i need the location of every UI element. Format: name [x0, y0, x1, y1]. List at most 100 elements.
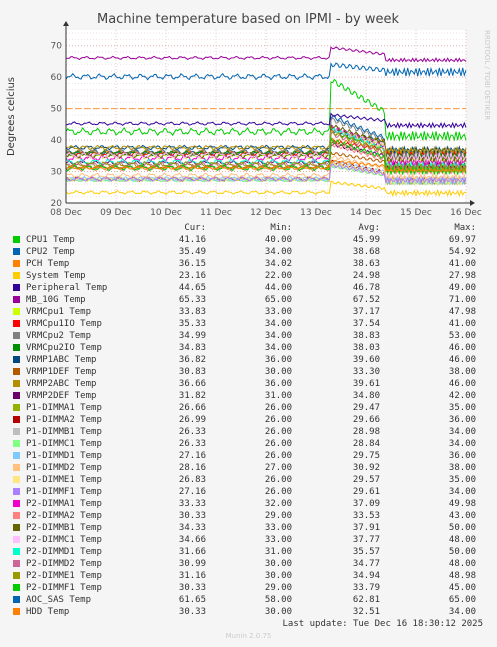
x-tick-label: 16 Dec	[450, 208, 482, 215]
legend-cur-value: 31.82	[178, 391, 206, 401]
legend-avg-value: 38.68	[352, 247, 380, 257]
legend-min-value: 26.00	[264, 451, 292, 461]
legend-min-value: 36.00	[264, 355, 292, 365]
legend-swatch	[13, 548, 20, 555]
legend-swatch	[13, 512, 20, 519]
legend-avg-value: 37.54	[352, 319, 380, 329]
legend-swatch	[13, 596, 20, 603]
legend-avg-value: 29.57	[352, 475, 380, 485]
legend-cur-value: 61.65	[178, 595, 206, 605]
legend-row: VRMP1DEF Temp 30.83 30.00 33.30 38.00	[0, 366, 497, 378]
legend-swatch	[13, 536, 20, 543]
y-tick-label: 50	[51, 105, 63, 115]
legend-swatch	[13, 272, 20, 279]
legend-series-name: P2-DIMMC1 Temp	[26, 535, 102, 545]
x-tick-label: 11 Dec	[200, 208, 232, 215]
col-min-header: Min:	[270, 223, 292, 233]
x-tick-label: 14 Dec	[350, 208, 382, 215]
legend-swatch	[13, 344, 20, 351]
x-axis-arrow	[470, 200, 475, 206]
legend-series-name: VRMP1DEF Temp	[26, 367, 97, 377]
legend-swatch	[13, 524, 20, 531]
legend-row: P2-DIMMD1 Temp 31.66 31.00 35.57 50.00	[0, 546, 497, 558]
legend-avg-value: 37.17	[352, 307, 380, 317]
legend-cur-value: 34.33	[178, 523, 206, 533]
legend-series-name: P2-DIMMF1 Temp	[26, 583, 102, 593]
legend-min-value: 30.00	[264, 559, 292, 569]
legend-swatch	[13, 452, 20, 459]
legend-row: P2-DIMMA2 Temp 30.33 29.00 33.53 43.00	[0, 510, 497, 522]
series-line-29	[65, 136, 467, 176]
legend-row: MB_10G Temp 65.33 65.00 67.52 71.00	[0, 294, 497, 306]
legend-swatch	[13, 308, 20, 315]
legend-series-name: CPU2 Temp	[26, 247, 75, 257]
legend-max-value: 36.00	[448, 415, 476, 425]
legend-row: P2-DIMMA1 Temp 33.33 32.00 37.09 49.98	[0, 498, 497, 510]
legend-avg-value: 45.99	[352, 235, 380, 245]
legend-series-name: MB_10G Temp	[26, 295, 86, 305]
legend-max-value: 34.00	[448, 607, 476, 617]
legend-max-value: 46.00	[448, 379, 476, 389]
legend-row: P1-DIMMA2 Temp 26.99 26.00 29.66 36.00	[0, 414, 497, 426]
legend-series-name: P1-DIMMA2 Temp	[26, 415, 102, 425]
legend-row: VRMCpu2IO Temp 34.83 34.00 38.03 46.00	[0, 342, 497, 354]
legend-cur-value: 30.33	[178, 607, 206, 617]
legend-max-value: 69.97	[448, 235, 476, 245]
legend-row: P2-DIMMF1 Temp 30.33 29.00 33.79 45.00	[0, 582, 497, 594]
legend-avg-value: 33.53	[352, 511, 380, 521]
legend-min-value: 34.02	[264, 259, 292, 269]
col-max-header: Max:	[454, 223, 476, 233]
legend-swatch	[13, 320, 20, 327]
legend-cur-value: 30.99	[178, 559, 206, 569]
legend-swatch	[13, 296, 20, 303]
legend-table: CPU1 Temp 41.16 40.00 45.99 69.97 CPU2 Temp 35…	[0, 234, 497, 618]
legend-row: PCH Temp 36.15 34.02 38.63 41.00	[0, 258, 497, 270]
legend-swatch	[13, 476, 20, 483]
chart-title: Machine temperature based on IPMI - by w…	[97, 12, 399, 27]
legend-row: P1-DIMMC1 Temp 26.33 26.00 28.84 34.00	[0, 438, 497, 450]
x-tick-label: 12 Dec	[250, 208, 282, 215]
legend-cur-value: 33.83	[178, 307, 206, 317]
series-line-30	[65, 61, 467, 81]
legend-cur-value: 26.66	[178, 403, 206, 413]
legend-avg-value: 34.94	[352, 571, 380, 581]
legend-avg-value: 37.77	[352, 535, 380, 545]
legend-max-value: 45.00	[448, 583, 476, 593]
legend-swatch	[13, 608, 20, 615]
legend-series-name: P1-DIMMF1 Temp	[26, 487, 102, 497]
legend-cur-value: 35.49	[178, 247, 206, 257]
legend-min-value: 34.00	[264, 247, 292, 257]
legend-max-value: 50.00	[448, 547, 476, 557]
legend-cur-value: 30.33	[178, 511, 206, 521]
legend-series-name: VRMP2ABC Temp	[26, 379, 97, 389]
series-line-31	[65, 159, 467, 173]
legend-min-value: 26.00	[264, 439, 292, 449]
legend-series-name: VRMP1ABC Temp	[26, 355, 97, 365]
legend-cur-value: 36.82	[178, 355, 206, 365]
legend-row: VRMP1ABC Temp 36.82 36.00 39.60 46.00	[0, 354, 497, 366]
legend-row: P1-DIMMD1 Temp 27.16 26.00 29.75 36.00	[0, 450, 497, 462]
legend-max-value: 49.00	[448, 283, 476, 293]
y-tick-label: 70	[51, 42, 63, 52]
legend-min-value: 30.00	[264, 607, 292, 617]
legend-series-name: P2-DIMMD1 Temp	[26, 547, 102, 557]
legend-row: P2-DIMMD2 Temp 30.99 30.00 34.77 48.00	[0, 558, 497, 570]
legend-max-value: 46.00	[448, 343, 476, 353]
legend-min-value: 34.00	[264, 331, 292, 341]
legend-swatch	[13, 284, 20, 291]
x-tick-label: 09 Dec	[100, 208, 132, 215]
legend-min-value: 32.00	[264, 499, 292, 509]
col-cur-header: Cur:	[184, 223, 206, 233]
legend-min-value: 58.00	[264, 595, 292, 605]
legend-avg-value: 29.66	[352, 415, 380, 425]
legend-max-value: 50.00	[448, 523, 476, 533]
legend-swatch	[13, 440, 20, 447]
legend-cur-value: 28.16	[178, 463, 206, 473]
legend-max-value: 38.00	[448, 463, 476, 473]
legend-swatch	[13, 560, 20, 567]
legend-min-value: 30.00	[264, 367, 292, 377]
legend-series-name: P1-DIMMA1 Temp	[26, 403, 102, 413]
y-axis-label: Degrees celcius	[6, 77, 17, 156]
legend-row: P2-DIMME1 Temp 31.16 30.00 34.94 48.98	[0, 570, 497, 582]
legend-min-value: 34.00	[264, 319, 292, 329]
